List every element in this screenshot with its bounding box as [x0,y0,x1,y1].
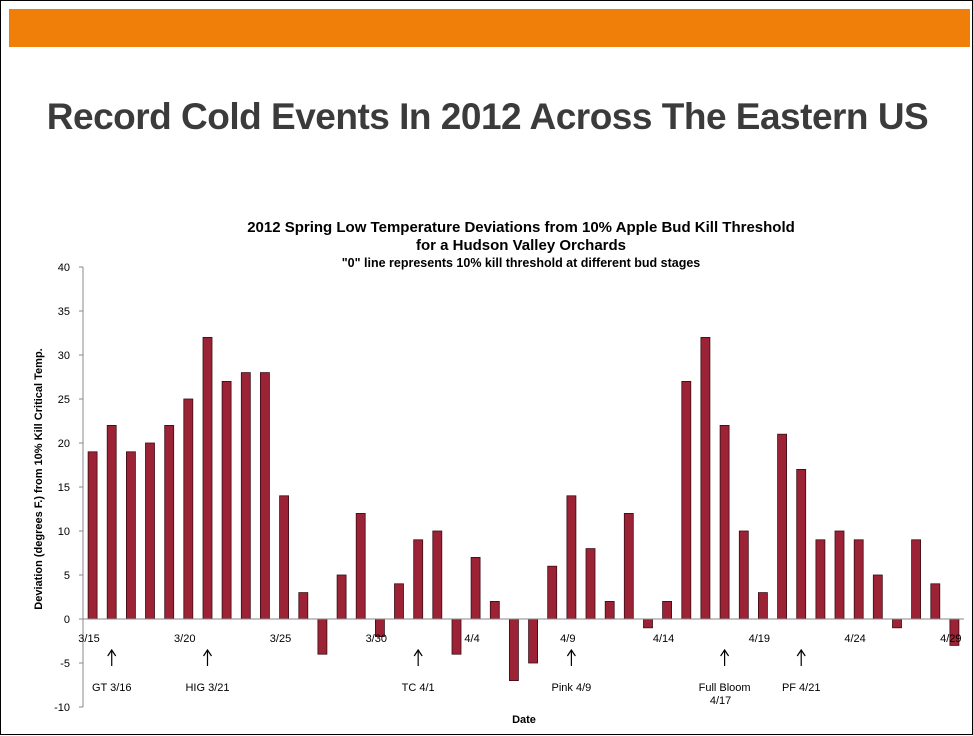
bar [394,583,404,620]
annotation-arrow-head [566,648,576,657]
bar [489,601,500,620]
bar [777,433,787,620]
x-tick-label: 4/9 [560,633,575,645]
accent-bar [9,9,970,47]
annotation-arrow-head [720,648,730,657]
annotation-arrow-head [202,648,212,657]
y-tick-label: 10 [58,526,70,538]
x-tick-label: 4/29 [940,633,961,645]
y-tick-label: 0 [64,614,70,626]
y-tick-label: 15 [58,482,70,494]
bar [566,495,577,620]
bar [240,372,251,620]
bar [451,618,462,655]
bar [700,336,711,620]
bar [87,451,98,620]
y-tick-label: -10 [54,702,70,714]
bar [508,618,519,681]
bar [911,539,921,620]
bar [872,574,883,620]
chart-subtitle: "0" line represents 10% kill threshold a… [342,256,701,270]
bar [892,618,902,629]
bar [145,442,155,620]
annotation-arrow-head [413,648,423,657]
bar [834,530,845,620]
bar [547,565,558,620]
bar [604,601,615,620]
y-axis-title: Deviation (degrees F.) from 10% Kill Cri… [33,348,45,609]
bar [106,424,117,620]
annotation-label: HIG 3/21 [185,682,229,694]
bar [758,592,768,620]
bar [336,574,347,620]
annotation-label: 4/17 [710,695,731,707]
x-tick-label: 3/25 [270,633,291,645]
bar [470,557,481,620]
x-tick-label: 4/19 [749,633,770,645]
x-axis-title: Date [512,714,536,726]
bar [738,530,749,620]
x-tick-label: 3/30 [366,633,387,645]
bar [221,380,232,620]
bar [279,495,290,620]
x-tick-label: 3/15 [78,633,99,645]
bar [298,592,309,620]
bar [853,539,864,620]
y-tick-label: 40 [58,262,70,274]
x-tick-label: 4/4 [464,633,479,645]
bar [164,424,175,620]
annotation-label: GT 3/16 [92,682,132,694]
bar [126,451,136,620]
slide-title: Record Cold Events In 2012 Across The Ea… [46,96,929,137]
chart-title: 2012 Spring Low Temperature Deviations f… [247,219,795,236]
y-tick-label: 25 [58,394,70,406]
bar [355,513,366,620]
bar [183,398,194,620]
bar [681,380,692,620]
x-tick-label: 3/20 [174,633,195,645]
annotation-arrow-head [796,648,806,657]
annotation-label: Pink 4/9 [552,682,592,694]
y-tick-label: 20 [58,438,70,450]
bar [662,601,672,620]
annotation-label: TC 4/1 [402,682,435,694]
bar [719,424,730,620]
bar [317,618,328,655]
y-tick-label: 35 [58,306,70,318]
bar [259,372,270,620]
y-tick-label: 30 [58,350,70,362]
x-tick-label: 4/24 [844,633,865,645]
x-tick-label: 4/14 [653,633,674,645]
annotation-label: Full Bloom [699,682,751,694]
bar [528,618,538,664]
bar [432,530,443,620]
annotation-arrow-head [107,648,117,657]
bar [796,468,807,620]
bar [623,513,634,620]
annotation-label: PF 4/21 [782,682,821,694]
bar [930,583,941,620]
chart-title-line2: for a Hudson Valley Orchards [416,237,626,254]
bar [643,618,653,629]
bar [585,548,596,620]
bar [413,539,424,620]
bar [202,336,213,620]
y-tick-label: 5 [64,570,70,582]
y-tick-label: -5 [60,658,70,670]
plot-area: -10 -5 0 5 10 15 20 25 30 35 40 3/15 3/20 3/25 3/30 4/4… [54,262,964,714]
bar [815,539,826,620]
